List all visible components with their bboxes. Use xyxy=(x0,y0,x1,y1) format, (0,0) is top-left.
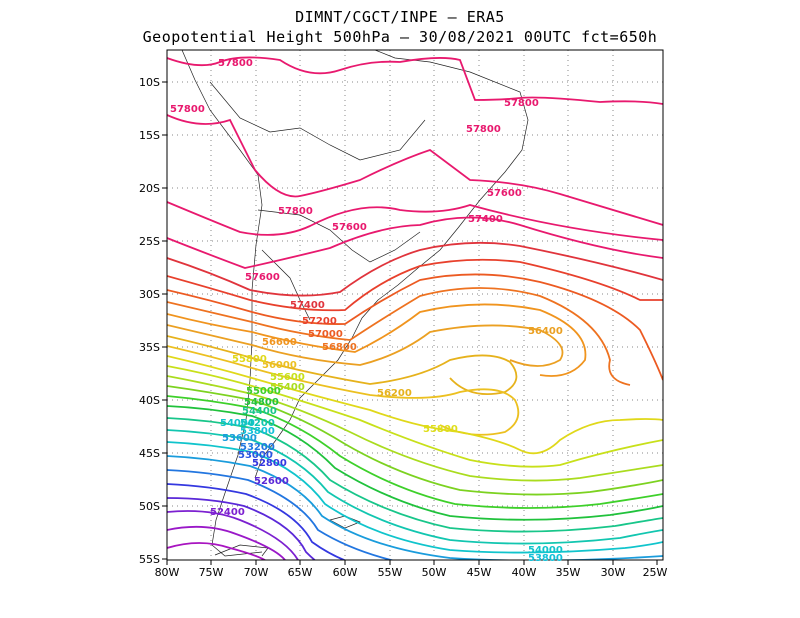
y-tick-label: 40S xyxy=(139,394,160,407)
contour-label: 57800 xyxy=(278,206,313,217)
contour-label: 53200 xyxy=(240,442,275,453)
x-tick-label: 60W xyxy=(333,566,358,579)
contour-label: 54800 xyxy=(244,397,279,408)
contour-label: 56400 xyxy=(528,326,563,337)
contour-label: 54400 xyxy=(242,406,277,417)
contour-label: 57800 xyxy=(170,104,205,115)
contour-label: 57800 xyxy=(466,124,501,135)
contour-label: 55800 xyxy=(423,424,458,435)
contour-label: 56800 xyxy=(322,342,357,353)
x-tick-label: 80W xyxy=(155,566,180,579)
contour-label: 55000 xyxy=(246,386,281,397)
y-tick-label: 25S xyxy=(139,235,160,248)
contour-label: 57600 xyxy=(487,188,522,199)
gridlines xyxy=(167,50,663,560)
y-tick-labels: 10S 15S 20S 25S 30S 35S 40S 45S 50S 55S xyxy=(139,76,160,566)
title-line-1: DIMNT/CGCT/INPE – ERA5 xyxy=(295,8,505,26)
y-tick-label: 15S xyxy=(139,129,160,142)
contour-label: 55800 xyxy=(232,354,267,365)
contour-label: 53800 xyxy=(240,426,275,437)
y-tick-label: 55S xyxy=(139,553,160,566)
title-line-2: Geopotential Height 500hPa – 30/08/2021 … xyxy=(142,28,658,46)
contour-label: 54200 xyxy=(240,418,275,429)
x-tick-label: 40W xyxy=(512,566,537,579)
y-tick-label: 50S xyxy=(139,500,160,513)
contours xyxy=(167,56,663,560)
x-tick-marks xyxy=(166,560,658,565)
y-tick-marks xyxy=(162,81,167,560)
y-tick-label: 30S xyxy=(139,288,160,301)
x-tick-label: 30W xyxy=(601,566,626,579)
contour-label: 53600 xyxy=(222,433,257,444)
x-tick-label: 45W xyxy=(467,566,492,579)
x-tick-label: 75W xyxy=(199,566,224,579)
y-tick-label: 35S xyxy=(139,341,160,354)
contour-label: 56000 xyxy=(262,360,297,371)
contour-label: 57400 xyxy=(290,300,325,311)
contour-label: 57200 xyxy=(302,316,337,327)
contour-label: 57600 xyxy=(245,272,280,283)
contour-label: 56600 xyxy=(262,337,297,348)
plot-frame xyxy=(166,49,664,561)
y-tick-label: 45S xyxy=(139,447,160,460)
contour-label: 53000 xyxy=(238,450,273,461)
x-tick-label: 50W xyxy=(422,566,447,579)
x-tick-labels: 80W 75W 70W 65W 60W 55W 50W 45W 40W 35W … xyxy=(155,566,668,579)
y-tick-label: 20S xyxy=(139,182,160,195)
x-tick-label: 25W xyxy=(643,566,668,579)
contour-label: 55600 xyxy=(270,372,305,383)
contour-label: 57800 xyxy=(218,58,253,69)
contour-labels: 57800 57800 57800 57800 57800 57600 5760… xyxy=(170,58,563,564)
contour-label: 57000 xyxy=(308,329,343,340)
contour-label: 54000 xyxy=(220,418,255,429)
contour-label: 56200 xyxy=(377,388,412,399)
x-tick-label: 70W xyxy=(244,566,269,579)
contour-label: 57600 xyxy=(332,222,367,233)
contour-label: 52800 xyxy=(252,458,287,469)
contour-label: 52400 xyxy=(210,507,245,518)
contour-label: 55400 xyxy=(270,382,305,393)
contour-label: 53800 xyxy=(528,553,563,564)
contour-label: 54000 xyxy=(528,545,563,556)
x-tick-label: 55W xyxy=(378,566,403,579)
contour-label: 57800 xyxy=(504,98,539,109)
y-tick-label: 10S xyxy=(139,76,160,89)
x-tick-label: 35W xyxy=(556,566,581,579)
contour-label: 52600 xyxy=(254,476,289,487)
x-tick-label: 65W xyxy=(288,566,313,579)
contour-label: 57400 xyxy=(468,214,503,225)
